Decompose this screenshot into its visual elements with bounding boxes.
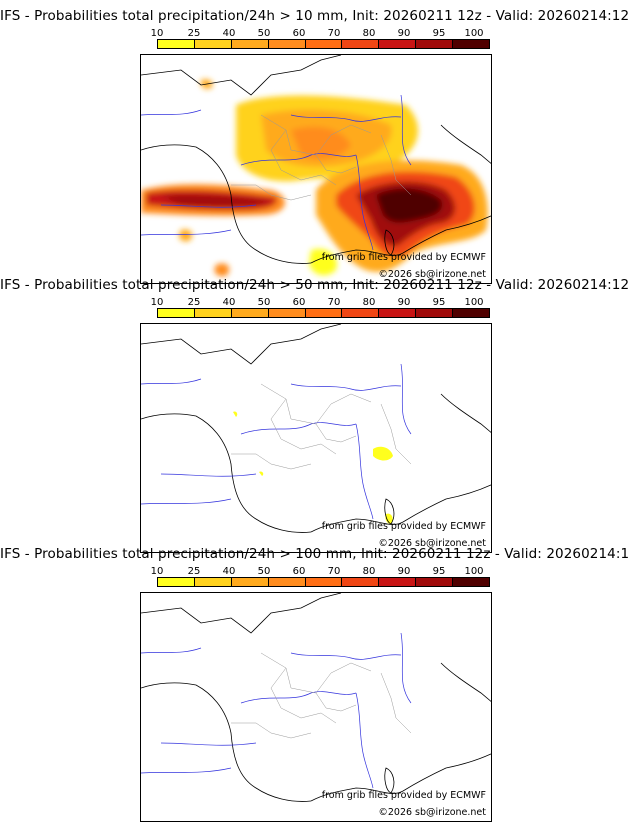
probability-map[interactable]: from grib files provided by ECMWF ©2026 … — [140, 54, 492, 284]
colorbar-tick: 25 — [187, 28, 201, 39]
colorbar-bin — [194, 309, 232, 317]
map-canvas — [141, 324, 491, 533]
colorbar-tick: 90 — [397, 297, 411, 308]
copyright-credit: ©2026 sb@irizone.net — [378, 269, 486, 280]
colorbar-bin — [268, 309, 306, 317]
colorbar — [157, 577, 490, 587]
colorbar-bin — [158, 309, 195, 317]
map-title: IFS - Probabilities total precipitation/… — [0, 546, 630, 562]
colorbar-bin — [379, 309, 417, 317]
coastlines — [141, 55, 491, 264]
colorbar-bin — [453, 578, 490, 586]
colorbar-bin — [379, 578, 417, 586]
probability-field — [233, 411, 393, 524]
colorbar-tick: 40 — [222, 28, 236, 39]
colorbar-bin — [305, 578, 343, 586]
colorbar-bin — [231, 578, 269, 586]
colorbar-labels: 10 25 40 50 60 70 80 90 95 100 — [150, 566, 490, 578]
rivers — [141, 94, 412, 251]
probability-field — [141, 79, 488, 277]
colorbar-bin — [416, 309, 454, 317]
colorbar-tick: 70 — [327, 28, 341, 39]
colorbar-tick: 70 — [327, 566, 341, 577]
colorbar-bin — [453, 40, 490, 48]
panel-50mm: IFS - Probabilities total precipitation/… — [0, 277, 630, 553]
colorbar — [157, 308, 490, 318]
admin-borders — [231, 383, 412, 470]
map-canvas — [141, 593, 491, 802]
colorbar-bin — [342, 578, 380, 586]
colorbar-bin — [416, 578, 454, 586]
colorbar-bin — [158, 40, 195, 48]
panel-10mm: IFS - Probabilities total precipitation/… — [0, 8, 630, 284]
colorbar-tick: 95 — [432, 297, 446, 308]
colorbar-bin — [158, 578, 195, 586]
coastlines — [141, 593, 491, 802]
colorbar-bin — [379, 40, 417, 48]
colorbar-bin — [305, 309, 343, 317]
admin-borders — [231, 652, 412, 739]
colorbar-tick: 10 — [150, 566, 164, 577]
colorbar-tick: 90 — [397, 28, 411, 39]
map-canvas — [141, 55, 491, 277]
colorbar-bin — [231, 40, 269, 48]
coastlines — [141, 324, 491, 533]
colorbar-bin — [231, 309, 269, 317]
colorbar-bin — [194, 578, 232, 586]
colorbar-bin — [342, 309, 380, 317]
colorbar-labels: 10 25 40 50 60 70 80 90 95 100 — [150, 297, 490, 309]
colorbar-tick: 25 — [187, 566, 201, 577]
data-source-credit: from grib files provided by ECMWF — [321, 252, 486, 263]
panel-100mm: IFS - Probabilities total precipitation/… — [0, 546, 630, 822]
colorbar-tick: 60 — [292, 297, 306, 308]
colorbar-tick: 40 — [222, 566, 236, 577]
colorbar-bin — [342, 40, 380, 48]
colorbar-tick: 40 — [222, 297, 236, 308]
colorbar-tick: 25 — [187, 297, 201, 308]
probability-map[interactable]: from grib files provided by ECMWF ©2026 … — [140, 592, 492, 822]
map-title: IFS - Probabilities total precipitation/… — [0, 8, 630, 24]
colorbar-bin — [268, 578, 306, 586]
data-source-credit: from grib files provided by ECMWF — [321, 790, 486, 801]
colorbar-bin — [416, 40, 454, 48]
colorbar-tick: 100 — [464, 28, 484, 39]
colorbar-bin — [305, 40, 343, 48]
colorbar-tick: 80 — [362, 297, 376, 308]
copyright-credit: ©2026 sb@irizone.net — [378, 538, 486, 549]
colorbar-bin — [268, 40, 306, 48]
colorbar-tick: 100 — [464, 297, 484, 308]
map-title: IFS - Probabilities total precipitation/… — [0, 277, 630, 293]
colorbar-tick: 10 — [150, 297, 164, 308]
colorbar-tick: 80 — [362, 28, 376, 39]
colorbar-tick: 95 — [432, 566, 446, 577]
colorbar-labels: 10 25 40 50 60 70 80 90 95 100 — [150, 28, 490, 40]
colorbar-tick: 50 — [257, 566, 271, 577]
colorbar-bin — [194, 40, 232, 48]
colorbar-bin — [453, 309, 490, 317]
colorbar-tick: 80 — [362, 566, 376, 577]
admin-borders — [231, 114, 412, 201]
copyright-credit: ©2026 sb@irizone.net — [378, 807, 486, 818]
colorbar-tick: 100 — [464, 566, 484, 577]
rivers — [141, 363, 412, 520]
colorbar-tick: 50 — [257, 28, 271, 39]
probability-map[interactable]: from grib files provided by ECMWF ©2026 … — [140, 323, 492, 553]
colorbar-tick: 60 — [292, 28, 306, 39]
rivers — [141, 632, 412, 789]
colorbar — [157, 39, 490, 49]
colorbar-tick: 10 — [150, 28, 164, 39]
colorbar-tick: 95 — [432, 28, 446, 39]
data-source-credit: from grib files provided by ECMWF — [321, 521, 486, 532]
colorbar-tick: 90 — [397, 566, 411, 577]
colorbar-tick: 70 — [327, 297, 341, 308]
colorbar-tick: 50 — [257, 297, 271, 308]
colorbar-tick: 60 — [292, 566, 306, 577]
